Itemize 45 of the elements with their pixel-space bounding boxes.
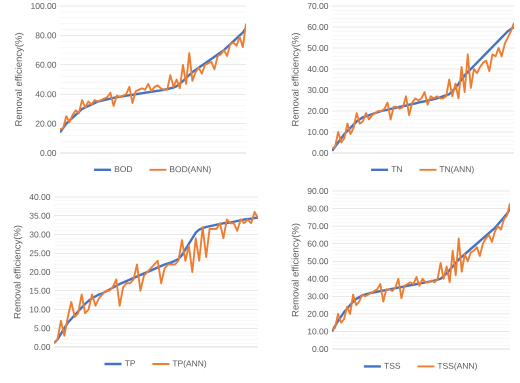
y-tick-label: 40.00 bbox=[29, 194, 50, 200]
y-tick-label: 60.00 bbox=[308, 240, 328, 247]
y-tick-label: 0.00 bbox=[312, 150, 328, 156]
y-tick-label: 70.00 bbox=[308, 3, 328, 9]
y-axis-title: Removal efficiency(%) bbox=[14, 33, 24, 126]
legend-label: BOD(ANN) bbox=[170, 166, 211, 174]
y-axis-title: Removal efficiency(%) bbox=[292, 224, 300, 316]
y-tick-label: 25.00 bbox=[30, 250, 50, 256]
y-tick-label: 35.00 bbox=[30, 212, 50, 219]
y-tick-label: 60.00 bbox=[308, 24, 328, 30]
y-tick-label: 50.00 bbox=[308, 45, 328, 51]
y-tick-label: 0.00 bbox=[34, 344, 50, 350]
y-tick-label: 20.00 bbox=[308, 108, 328, 114]
legend-label: TN(ANN) bbox=[440, 166, 474, 174]
legend-label: TN bbox=[391, 166, 402, 172]
y-tick-label: 50.00 bbox=[308, 258, 328, 264]
y-tick-label: 40.00 bbox=[307, 66, 328, 72]
y-tick-label: 30.00 bbox=[308, 87, 328, 93]
y-tick-label: 5.00 bbox=[34, 325, 50, 332]
y-tick-label: 80.00 bbox=[36, 32, 56, 38]
y-axis-title: Removal efficiency(%) bbox=[292, 33, 300, 126]
legend-label: TSS bbox=[384, 362, 400, 369]
y-tick-label: 0.00 bbox=[312, 346, 328, 352]
y-tick-label: 10.00 bbox=[308, 129, 328, 135]
y-axis-title: Removal efficiency(%) bbox=[14, 226, 22, 318]
y-tick-label: 40.00 bbox=[35, 91, 56, 98]
y-tick-label: 30.00 bbox=[30, 232, 50, 238]
y-tick-label: 70.00 bbox=[308, 223, 328, 230]
y-tick-label: 20.00 bbox=[308, 310, 328, 317]
legend-label: BOD bbox=[114, 166, 132, 172]
y-tick-label: 20.00 bbox=[36, 120, 56, 127]
y-tick-label: 40.00 bbox=[307, 276, 328, 282]
legend-label: TP bbox=[124, 360, 136, 366]
legend-label: TSS(ANN) bbox=[438, 362, 477, 371]
y-tick-label: 0.00 bbox=[40, 150, 56, 156]
y-tick-label: 15.00 bbox=[30, 288, 50, 294]
y-tick-label: 90.00 bbox=[308, 188, 328, 194]
legend-label: TP(ANN) bbox=[172, 360, 206, 368]
y-tick-label: 100.00 bbox=[31, 3, 56, 9]
y-tick-label: 10.00 bbox=[30, 306, 50, 312]
y-tick-label: 30.00 bbox=[308, 293, 328, 300]
y-tick-label: 20.00 bbox=[30, 269, 50, 275]
y-tick-label: 60.00 bbox=[36, 62, 56, 68]
y-tick-label: 10.00 bbox=[308, 328, 328, 334]
y-tick-label: 80.00 bbox=[308, 206, 328, 212]
